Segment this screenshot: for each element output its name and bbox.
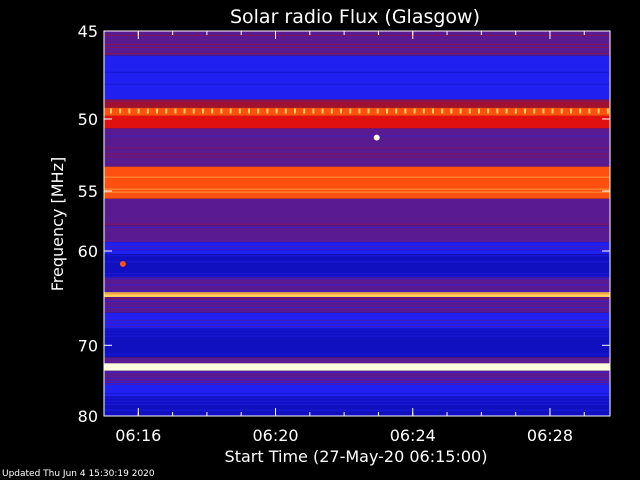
interference-tick	[202, 108, 204, 114]
interference-tick	[597, 108, 600, 114]
x-tick-label: 06:16	[115, 426, 161, 445]
interference-tick	[606, 108, 609, 114]
interference-tick	[257, 108, 260, 114]
interference-tick	[248, 108, 250, 114]
interference-tick	[560, 108, 563, 114]
y-tick-label: 60	[78, 242, 98, 261]
spectrum-band-19	[104, 370, 610, 383]
interference-tick	[395, 108, 398, 114]
signal-spot-2	[119, 260, 126, 267]
interference-tick	[146, 108, 149, 114]
signal-spot-1	[373, 134, 380, 141]
interference-tick	[514, 108, 517, 114]
interference-tick	[284, 108, 287, 114]
interference-tick	[137, 108, 140, 114]
spectrum-band-11	[104, 254, 610, 278]
y-axis: 45 50 55 60 70 80	[78, 22, 610, 426]
interference-tick	[220, 108, 223, 114]
interference-tick	[422, 108, 425, 114]
interference-tick	[542, 108, 545, 114]
interference-tick	[119, 108, 122, 114]
interference-tick	[211, 108, 214, 114]
interference-tick	[413, 108, 416, 114]
interference-tick	[238, 108, 241, 114]
spectrum-band-13	[104, 292, 610, 298]
spectrum-band-6	[104, 149, 610, 167]
x-tick-label: 06:20	[252, 426, 298, 445]
interference-tick	[533, 108, 536, 114]
interference-tick	[505, 108, 508, 114]
spectrum-band-4	[104, 115, 610, 129]
interference-tick	[367, 108, 370, 114]
interference-tick	[468, 108, 471, 114]
updated-timestamp: Updated Thu Jun 4 15:30:19 2020	[2, 469, 155, 479]
interference-tick	[275, 108, 278, 114]
interference-tick	[450, 108, 453, 114]
x-axis-label: Start Time (27-May-20 06:15:00)	[225, 447, 488, 466]
spectrum-band-18	[104, 363, 610, 371]
y-axis-label: Frequency [MHz]	[48, 157, 67, 291]
interference-tick	[487, 108, 490, 114]
interference-tick	[330, 108, 333, 114]
interference-tick	[386, 108, 388, 114]
interference-tick	[110, 108, 112, 114]
interference-tick	[588, 108, 591, 114]
interference-tick	[192, 108, 195, 114]
interference-tick	[404, 108, 407, 114]
interference-tick	[183, 108, 186, 114]
interference-tick	[294, 108, 296, 114]
x-tick-label: 06:24	[390, 426, 436, 445]
plot-area	[104, 31, 610, 416]
interference-tick	[441, 108, 444, 114]
spectrum-band-20	[104, 383, 610, 397]
interference-tick	[496, 108, 499, 114]
x-tick-label: 06:28	[527, 426, 573, 445]
y-tick-label: 55	[78, 182, 98, 201]
interference-tick	[570, 108, 572, 114]
spectrum-band-10	[104, 242, 610, 255]
spectrum-band-17	[104, 357, 610, 364]
interference-tick	[156, 108, 158, 114]
interference-tick	[229, 108, 232, 114]
plot-frame	[103, 30, 611, 417]
y-tick-label: 50	[78, 110, 98, 129]
interference-tick	[321, 108, 324, 114]
y-tick-label: 80	[78, 407, 98, 426]
chart-title: Solar radio Flux (Glasgow)	[230, 6, 480, 28]
interference-tick	[303, 108, 306, 114]
interference-tick	[165, 108, 168, 114]
interference-tick	[524, 108, 526, 114]
interference-tick	[266, 108, 269, 114]
interference-tick	[340, 108, 342, 114]
interference-tick	[358, 108, 361, 114]
interference-tick	[459, 108, 462, 114]
interference-tick	[174, 108, 177, 114]
interference-tick	[349, 108, 352, 114]
interference-tick	[579, 108, 582, 114]
interference-tick	[551, 108, 554, 114]
interference-tick	[432, 108, 434, 114]
interference-tick	[312, 108, 315, 114]
y-tick-label: 45	[78, 22, 98, 41]
interference-tick	[128, 108, 131, 114]
interference-tick	[376, 108, 379, 114]
x-axis: 06:16 06:20 06:24 06:28	[103, 31, 585, 445]
spectrum-band-0	[104, 31, 610, 56]
interference-tick	[478, 108, 480, 114]
y-tick-label: 70	[78, 336, 98, 355]
